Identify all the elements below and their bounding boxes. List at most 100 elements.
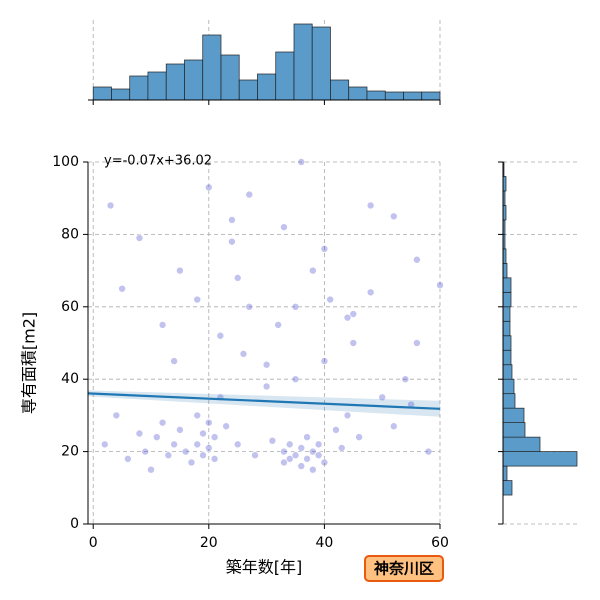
hist-bar — [129, 75, 149, 101]
point — [343, 411, 352, 420]
point — [205, 183, 213, 192]
hist-bar — [502, 436, 541, 452]
point — [210, 455, 219, 463]
point — [309, 447, 317, 456]
point — [147, 465, 155, 474]
hist-bar — [257, 73, 277, 101]
point — [291, 375, 300, 384]
point — [320, 245, 329, 253]
hist-bar — [502, 378, 515, 395]
hist-bar — [184, 59, 204, 101]
x-tick-label: 60 — [431, 535, 449, 551]
point — [158, 418, 167, 427]
hist-bar — [384, 91, 404, 101]
point — [349, 310, 358, 318]
hist-bar — [502, 291, 512, 308]
point — [170, 440, 178, 449]
point — [233, 274, 242, 282]
point — [181, 447, 190, 456]
x-tick-label: 0 — [89, 535, 98, 551]
hist-bar — [502, 263, 508, 279]
point — [205, 444, 213, 452]
point — [285, 455, 294, 463]
point — [176, 266, 184, 275]
point — [245, 190, 254, 199]
point — [297, 444, 306, 452]
point — [285, 440, 294, 449]
point — [193, 440, 202, 449]
hist-bar — [220, 54, 240, 101]
point — [158, 321, 167, 329]
hist-bar — [311, 26, 331, 101]
point — [401, 375, 410, 384]
point — [262, 360, 271, 369]
y-axis-label: 専有面積[m2] — [20, 312, 39, 414]
point — [274, 321, 282, 329]
point — [100, 440, 109, 449]
point — [210, 433, 219, 441]
point — [280, 447, 288, 456]
point — [193, 295, 202, 304]
point — [199, 429, 207, 438]
point — [314, 451, 323, 460]
point — [389, 422, 398, 431]
point — [413, 255, 421, 264]
point — [141, 447, 150, 456]
point — [187, 458, 196, 467]
confidence-band — [88, 390, 440, 417]
hist-bar — [92, 86, 112, 101]
point — [152, 433, 161, 441]
point — [303, 455, 311, 463]
point — [106, 201, 115, 210]
point — [135, 429, 144, 438]
hist-bar — [348, 86, 368, 101]
point — [291, 302, 300, 311]
point — [355, 433, 363, 441]
y-tick-label: 60 — [61, 299, 79, 315]
point — [239, 350, 248, 358]
point — [176, 426, 184, 434]
hist-bar — [165, 63, 185, 101]
hist-bar — [403, 91, 423, 101]
point — [216, 331, 225, 340]
point — [193, 411, 202, 420]
regression-label: y=-0.07x+36.02 — [104, 154, 212, 169]
point — [297, 158, 306, 166]
point — [326, 295, 334, 304]
hist-bar — [238, 79, 258, 101]
point — [297, 462, 306, 470]
hist-bar — [502, 320, 511, 337]
y-tick-label: 40 — [61, 371, 79, 387]
point — [268, 436, 277, 445]
hist-bar — [502, 349, 512, 366]
point — [118, 284, 126, 293]
point — [251, 451, 259, 460]
hist-bar — [147, 71, 167, 101]
y-tick-label: 100 — [52, 154, 79, 170]
y-tick-label: 20 — [61, 444, 79, 460]
hist-bar — [275, 51, 295, 101]
hist-bar — [366, 90, 386, 101]
point — [303, 433, 311, 441]
point — [205, 418, 213, 427]
point — [378, 393, 387, 402]
point — [228, 237, 236, 246]
hist-bar — [502, 364, 513, 380]
hist-bar — [502, 407, 525, 423]
point — [343, 313, 352, 322]
annotation: 神奈川区 — [374, 560, 434, 578]
point — [424, 447, 433, 456]
y-tick-label: 80 — [61, 226, 79, 242]
hist-bar — [330, 79, 350, 101]
point — [337, 444, 346, 452]
point — [233, 440, 242, 449]
point — [314, 440, 323, 449]
hist-bar — [502, 422, 526, 438]
point — [291, 451, 300, 460]
hist-bar — [502, 480, 513, 496]
x-tick-label: 20 — [200, 535, 218, 551]
hist-bar — [502, 306, 511, 322]
y-tick-label: 0 — [70, 516, 79, 532]
point — [309, 266, 317, 275]
hist-bar — [502, 335, 512, 351]
